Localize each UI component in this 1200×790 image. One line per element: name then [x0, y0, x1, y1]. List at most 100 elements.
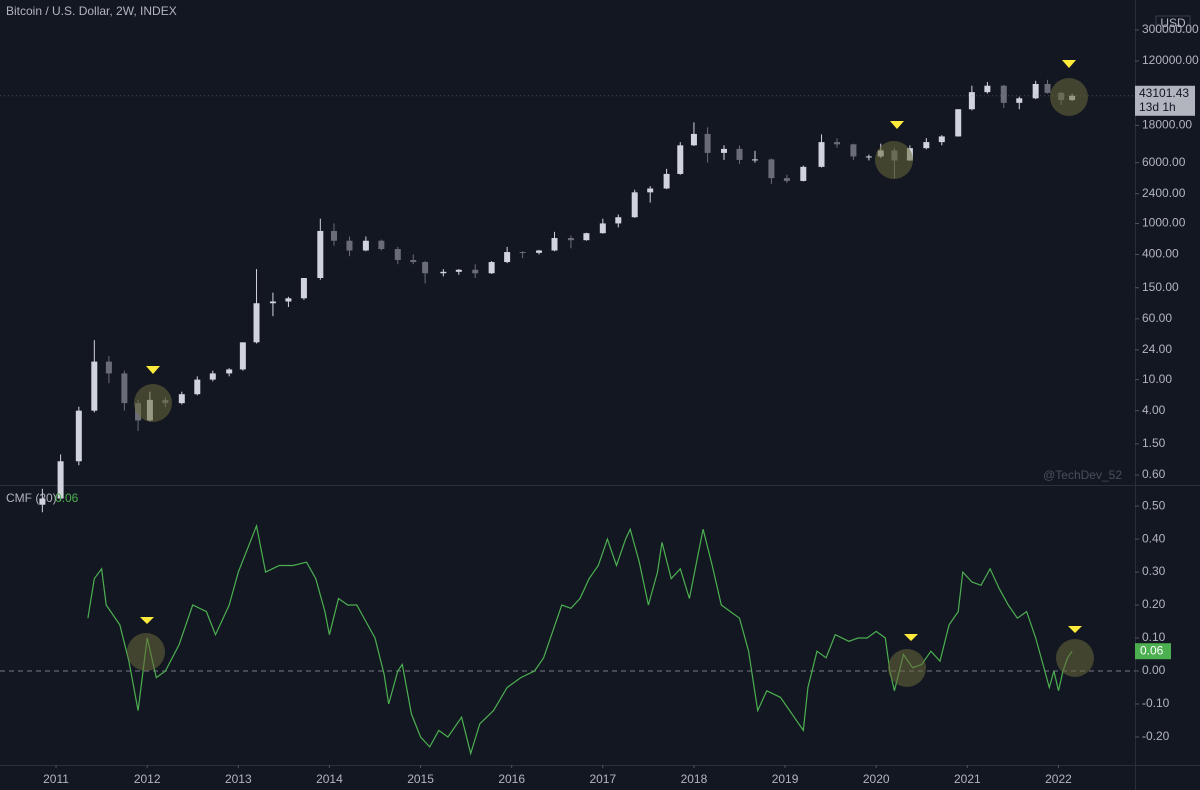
- y-tick-label: 300000.00: [1142, 22, 1199, 36]
- x-tick-label: 2022: [1045, 772, 1072, 786]
- highlight-circle: [888, 649, 926, 687]
- legend-value: 0.06: [55, 491, 79, 505]
- candle-body: [955, 109, 962, 137]
- candle-body: [226, 369, 233, 374]
- y-tick-label: 1.50: [1142, 436, 1166, 450]
- y-tick-label: 400.00: [1142, 247, 1179, 261]
- x-tick-label: 2018: [681, 772, 708, 786]
- candle-body: [599, 223, 606, 234]
- countdown: 13d 1h: [1139, 100, 1176, 114]
- chart-title: Bitcoin / U.S. Dollar, 2W, INDEX: [6, 4, 177, 18]
- y-tick-label: 0.20: [1142, 597, 1166, 611]
- candle-body: [783, 178, 790, 181]
- candle-body: [647, 188, 654, 193]
- candle-body: [317, 230, 324, 278]
- candle-body: [394, 249, 401, 261]
- candle-body: [736, 148, 743, 160]
- candle-body: [551, 238, 558, 251]
- candle-body: [346, 240, 353, 251]
- y-tick-label: 6000.00: [1142, 155, 1186, 169]
- y-tick-label: 0.60: [1142, 467, 1166, 481]
- candle-body: [39, 498, 46, 505]
- candle-body: [583, 233, 590, 241]
- candle-body: [504, 252, 511, 263]
- candle-body: [1016, 98, 1023, 103]
- y-tick-label: 4.00: [1142, 403, 1166, 417]
- plot: 0.60 1.50 4.00 10.00 24.00 60.00 150.00 400.00 1…: [0, 22, 1199, 786]
- candle-body: [422, 262, 429, 274]
- candle-body: [410, 260, 417, 263]
- value-box: [1135, 643, 1171, 660]
- highlight-circle: [134, 384, 172, 422]
- candle-body: [362, 240, 369, 251]
- candle-body: [1000, 85, 1007, 103]
- candle-body: [768, 159, 775, 179]
- last-price: 43101.43: [1139, 86, 1189, 100]
- x-tick-label: 2017: [589, 772, 616, 786]
- x-tick-label: 2020: [863, 772, 890, 786]
- candle-body: [253, 303, 260, 343]
- y-tick-label: 18000.00: [1142, 118, 1192, 132]
- candle-body: [704, 133, 711, 153]
- y-tick-label: 0.10: [1142, 630, 1166, 644]
- y-tick-label: 0.00: [1142, 663, 1166, 677]
- y-tick-label: -0.20: [1142, 729, 1170, 743]
- candle-body: [285, 298, 292, 302]
- x-tick-label: 2021: [954, 772, 981, 786]
- candle-body: [818, 142, 825, 167]
- x-tick-label: 2019: [772, 772, 799, 786]
- y-tick-label: 2400.00: [1142, 186, 1186, 200]
- candle-body: [690, 133, 697, 146]
- candle-body: [865, 156, 872, 158]
- candle-body: [269, 301, 276, 304]
- unit-label: USD: [1160, 16, 1186, 30]
- candle-body: [440, 271, 447, 274]
- candle-body: [1032, 83, 1039, 99]
- candle-body: [75, 410, 82, 462]
- y-tick-label: 150.00: [1142, 280, 1179, 294]
- x-tick-label: 2012: [134, 772, 161, 786]
- y-tick-label: 60.00: [1142, 311, 1172, 325]
- x-tick-label: 2011: [43, 772, 69, 786]
- y-tick-label: 1000.00: [1142, 216, 1186, 230]
- cmf-line: [87, 523, 1073, 756]
- candle-body: [57, 461, 64, 499]
- candle-body: [536, 250, 543, 253]
- y-tick-label: 0.50: [1142, 498, 1166, 512]
- value-box-label: 0.06: [1140, 643, 1164, 657]
- x-tick-label: 2015: [407, 772, 434, 786]
- candle-body: [378, 240, 385, 250]
- highlight-circle: [127, 633, 165, 671]
- indicator-title: CMF (20): [6, 491, 57, 505]
- y-tick-label: 0.30: [1142, 564, 1166, 578]
- candle-body: [91, 361, 98, 411]
- x-tick-label: 2013: [225, 772, 252, 786]
- y-tick-label: 24.00: [1142, 342, 1172, 356]
- x-tick-label: 2016: [498, 772, 525, 786]
- candle-body: [1044, 83, 1051, 93]
- candle-body: [194, 379, 201, 395]
- candle-body: [519, 252, 526, 254]
- candle-body: [300, 277, 307, 299]
- candle-body: [984, 85, 991, 93]
- candle-body: [615, 217, 622, 224]
- candle-body: [631, 192, 638, 218]
- candle-body: [209, 373, 216, 380]
- candle-body: [121, 373, 128, 404]
- candle-body: [721, 148, 728, 153]
- candle-body: [800, 166, 807, 181]
- candle-body: [178, 394, 185, 404]
- highlight-circle: [875, 141, 913, 179]
- highlight-circle: [1056, 639, 1094, 677]
- candle-body: [938, 136, 945, 143]
- candle-body: [923, 142, 930, 149]
- candle-body: [834, 142, 841, 145]
- candle-body: [850, 144, 857, 157]
- candle-body: [968, 92, 975, 110]
- x-tick-label: 2014: [316, 772, 343, 786]
- y-tick-label: 0.40: [1142, 531, 1166, 545]
- candle-body: [472, 269, 479, 274]
- candle-body: [567, 238, 574, 241]
